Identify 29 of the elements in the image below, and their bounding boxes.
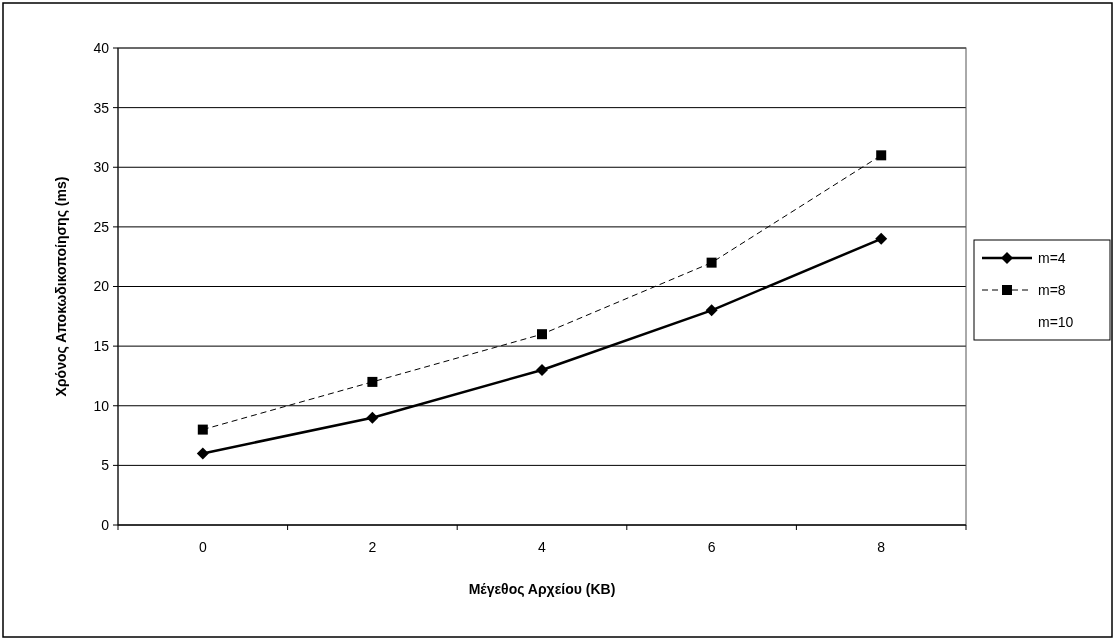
x-tick-label: 6	[707, 539, 716, 555]
point	[366, 411, 379, 424]
x-axis-title: Μέγεθος Αρχείου (KB)	[468, 581, 616, 597]
legend-label: m=8	[1038, 281, 1066, 298]
point	[706, 257, 717, 268]
point	[367, 376, 378, 387]
point	[536, 363, 548, 376]
y-tick-label: 35	[93, 99, 110, 116]
point	[705, 304, 718, 317]
point	[537, 329, 547, 340]
y-tick-label: 30	[93, 159, 110, 176]
y-axis-title: Χρόνος Αποκωδικοποίησης (ms)	[53, 176, 69, 397]
point	[876, 150, 887, 161]
point	[197, 424, 208, 435]
x-tick-label: 2	[368, 539, 377, 555]
legend-label: m=4	[1038, 249, 1066, 266]
x-tick-label: 8	[877, 539, 886, 555]
y-tick-label: 20	[93, 278, 110, 295]
x-tick-label: 0	[198, 539, 207, 555]
y-tick-label: 15	[93, 338, 110, 355]
x-tick-label: 4	[538, 539, 547, 555]
point	[196, 447, 209, 460]
y-tick-label: 25	[93, 218, 110, 235]
point	[875, 232, 888, 245]
y-tick-label: 5	[101, 457, 110, 474]
text: m=10	[1038, 313, 1074, 330]
y-tick-label: 40	[93, 39, 110, 56]
y-tick-label: 10	[93, 397, 110, 414]
y-tick-label: 0	[101, 516, 110, 533]
